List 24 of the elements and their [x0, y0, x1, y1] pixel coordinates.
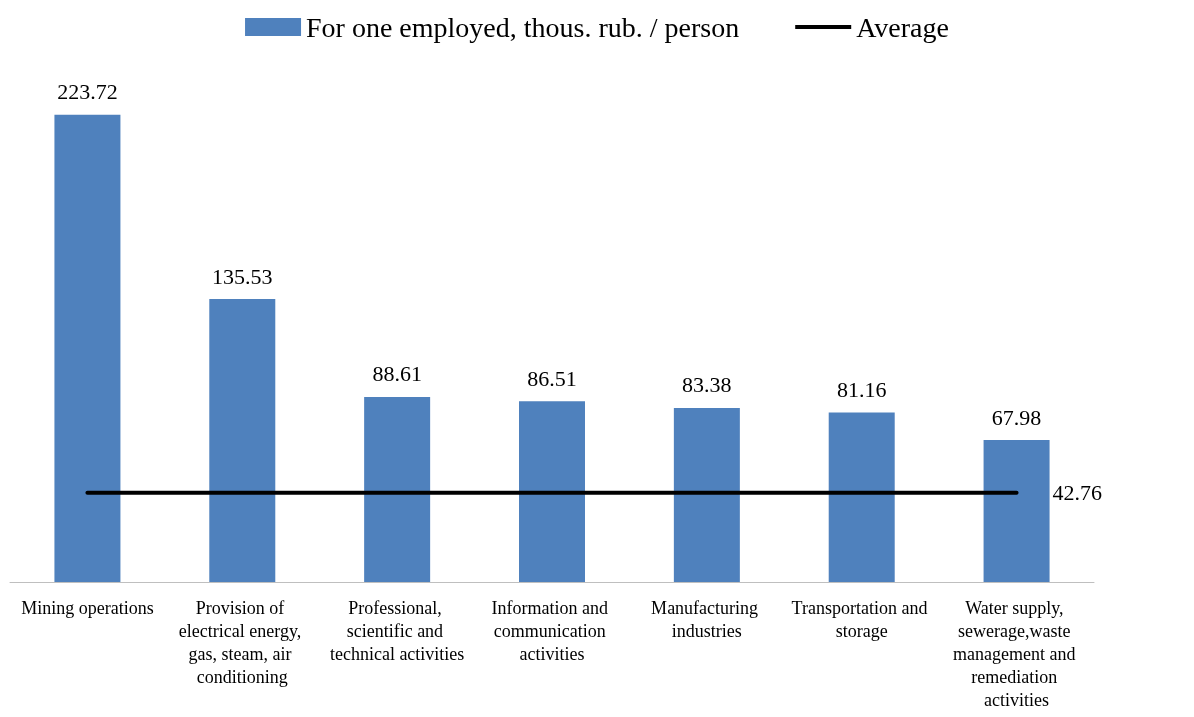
data-label: 81.16: [836, 377, 887, 403]
data-label: 88.61: [372, 361, 422, 387]
bar: [828, 412, 895, 582]
bar: [519, 401, 585, 582]
bar: [364, 396, 431, 582]
bar: [54, 114, 121, 582]
x-tick-label: Water supply, sewerage,waste management and remediation activities: [953, 597, 1081, 710]
x-tick-label: Professional, scientific and technical activities: [329, 597, 465, 664]
legend-label: Average: [856, 11, 949, 43]
x-tick-label: Manufacturing industries: [651, 597, 763, 641]
bar: [673, 407, 740, 582]
x-tick-label: Provision of electrical energy, gas, steam, air conditioning: [178, 597, 306, 687]
x-tick-label: Transportation and storage: [791, 597, 932, 641]
data-label: 86.51: [527, 365, 577, 391]
x-tick-label: Mining operations: [21, 597, 154, 618]
data-label: 42.76: [1052, 480, 1103, 506]
data-label: 223.72: [57, 79, 118, 105]
data-label: 83.38: [682, 372, 732, 398]
data-label: 135.53: [212, 263, 273, 289]
x-tick-label: Information and communication activities: [491, 597, 613, 664]
data-label: 67.98: [991, 404, 1042, 430]
bar: [983, 440, 1050, 582]
legend-label: For one employed, thous. rub. / person: [306, 11, 740, 43]
bar: [209, 299, 276, 582]
